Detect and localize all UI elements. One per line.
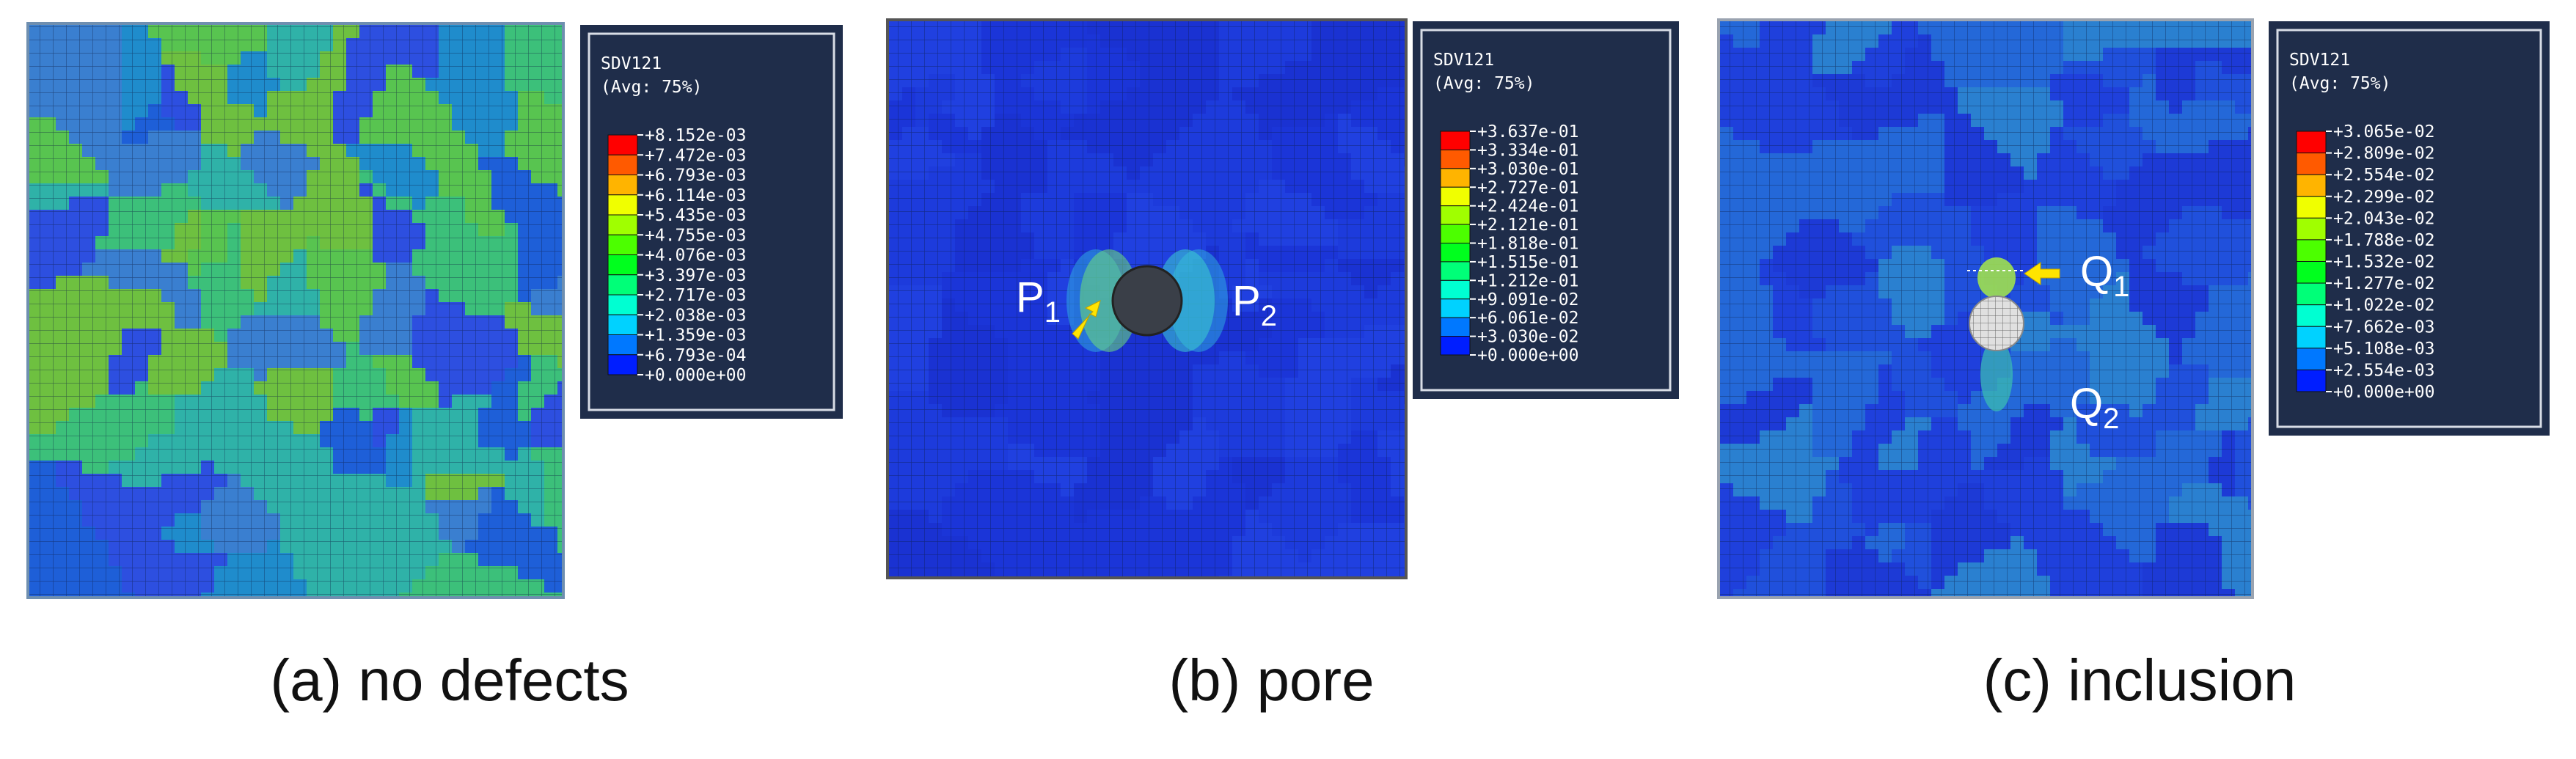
contour-plot <box>26 22 565 599</box>
annotation-subscript: 1 <box>1044 296 1061 329</box>
annotation-letter: P <box>1016 274 1044 321</box>
pore <box>1111 265 1183 337</box>
mesh-lines <box>29 25 562 596</box>
annotation-subscript: 2 <box>1261 300 1277 332</box>
contour-plot: P1 P2 <box>886 18 1408 579</box>
annotation-letter: P <box>1232 277 1261 325</box>
